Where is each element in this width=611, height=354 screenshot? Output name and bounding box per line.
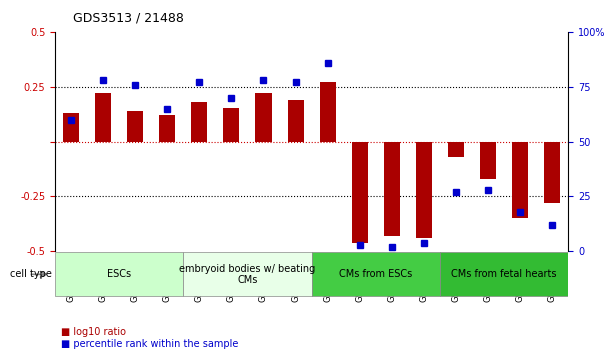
Bar — [183, 252, 312, 296]
Text: GDS3513 / 21488: GDS3513 / 21488 — [73, 12, 184, 25]
Bar — [440, 252, 568, 296]
Text: GSM348006: GSM348006 — [227, 251, 236, 302]
Text: GSM348005: GSM348005 — [195, 251, 204, 302]
Text: GSM348004: GSM348004 — [163, 251, 172, 302]
Text: GSM348001: GSM348001 — [67, 251, 76, 302]
Text: GSM348014: GSM348014 — [483, 251, 492, 302]
Bar — [95, 93, 111, 142]
Bar — [312, 252, 440, 296]
Bar — [55, 252, 183, 296]
Text: GSM348008: GSM348008 — [291, 251, 300, 302]
Bar — [63, 113, 79, 142]
Bar — [384, 142, 400, 236]
Bar — [224, 108, 240, 142]
Bar — [127, 111, 143, 142]
Text: CMs from fetal hearts: CMs from fetal hearts — [452, 269, 557, 279]
Bar — [416, 142, 432, 238]
Bar — [480, 142, 496, 179]
Text: GSM348010: GSM348010 — [355, 251, 364, 302]
Text: embryoid bodies w/ beating
CMs: embryoid bodies w/ beating CMs — [180, 263, 315, 285]
Bar — [159, 115, 175, 142]
Text: ESCs: ESCs — [107, 269, 131, 279]
Text: GSM348013: GSM348013 — [452, 251, 461, 302]
Text: GSM348016: GSM348016 — [547, 251, 557, 302]
Bar — [448, 142, 464, 157]
Bar — [352, 142, 368, 242]
Text: GSM348007: GSM348007 — [259, 251, 268, 302]
Bar — [512, 142, 528, 218]
Text: GSM348011: GSM348011 — [387, 251, 397, 302]
Text: GSM348012: GSM348012 — [419, 251, 428, 302]
Bar — [191, 102, 207, 142]
Bar — [544, 142, 560, 203]
Bar — [320, 82, 335, 142]
Text: GSM348015: GSM348015 — [516, 251, 525, 302]
Bar — [255, 93, 271, 142]
Text: GSM348009: GSM348009 — [323, 251, 332, 302]
Bar — [288, 100, 304, 142]
Text: cell type: cell type — [10, 269, 52, 279]
Text: GSM348002: GSM348002 — [98, 251, 108, 302]
Text: GSM348003: GSM348003 — [131, 251, 140, 302]
Text: ■ percentile rank within the sample: ■ percentile rank within the sample — [61, 339, 238, 349]
Text: ■ log10 ratio: ■ log10 ratio — [61, 326, 126, 337]
Text: CMs from ESCs: CMs from ESCs — [339, 269, 412, 279]
